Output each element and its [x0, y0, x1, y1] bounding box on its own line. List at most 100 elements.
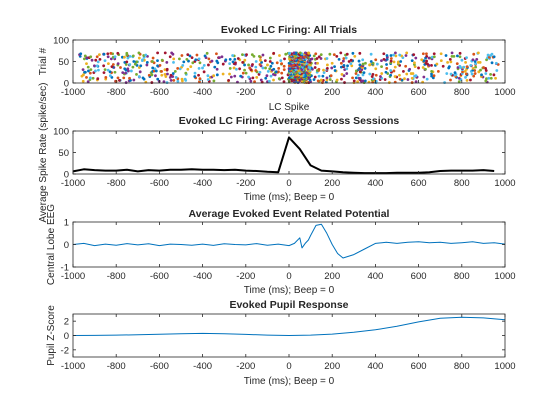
spike-dot — [312, 54, 316, 58]
x-tick-label: -400 — [193, 87, 212, 98]
spike-dot — [206, 74, 210, 78]
spike-dot — [494, 61, 498, 65]
spike-dot — [158, 63, 162, 67]
spike-dot — [103, 59, 107, 63]
spike-dot — [328, 52, 332, 56]
y-axis-label: Average Spike Rate (spike/sec) — [38, 83, 49, 223]
spike-dot — [470, 72, 474, 76]
spike-dot — [228, 72, 231, 76]
spike-dot — [238, 67, 242, 71]
spike-dot — [385, 66, 389, 70]
spike-dot — [277, 77, 281, 81]
spike-dot — [464, 72, 468, 76]
x-tick-label: 800 — [454, 87, 470, 98]
spike-dot — [278, 54, 281, 57]
spike-dot — [257, 54, 261, 58]
y-tick-label: -2 — [61, 345, 69, 356]
spike-dot — [356, 73, 360, 77]
spike-dot — [172, 60, 175, 64]
spike-dot — [110, 65, 114, 69]
spike-dot — [408, 67, 412, 71]
spike-dot — [169, 73, 173, 77]
spike-dot — [233, 57, 237, 61]
spike-dot — [330, 66, 334, 70]
x-axis-label: Time (ms); Beep = 0 — [244, 285, 335, 296]
spike-dot — [172, 57, 176, 61]
spike-dot — [287, 51, 291, 55]
spike-dot — [342, 63, 346, 67]
x-axis-label: Time (ms); Beep = 0 — [244, 376, 335, 387]
spike-dot — [171, 72, 175, 75]
panel-average-spike-rate: Evoked LC Firing: Average Across Session… — [38, 83, 516, 223]
spike-dot — [174, 76, 178, 79]
spike-dot — [357, 59, 361, 63]
x-tick-label: -600 — [150, 87, 169, 98]
spike-dot — [137, 51, 141, 55]
plot-area — [78, 51, 500, 84]
spike-dot — [321, 74, 325, 78]
spike-dot — [465, 56, 468, 60]
spike-dot — [332, 53, 336, 57]
spike-dot — [420, 58, 424, 62]
spike-dot — [239, 74, 243, 78]
spike-dot — [363, 66, 367, 70]
spike-dot — [96, 60, 100, 64]
spike-dot — [102, 52, 106, 56]
spike-dot — [450, 54, 454, 58]
y-tick-label: 100 — [53, 36, 69, 47]
spike-dot — [182, 60, 186, 64]
spike-dot — [247, 63, 250, 67]
x-tick-label: -800 — [107, 361, 126, 372]
spike-dot — [86, 80, 90, 84]
spike-dot — [203, 54, 207, 58]
spike-dot — [387, 81, 391, 84]
spike-dot — [361, 62, 365, 66]
y-tick-label: 0 — [64, 331, 69, 342]
spike-dot — [156, 64, 159, 68]
spike-dot — [333, 69, 337, 72]
spike-dot — [135, 73, 138, 76]
plot-area — [72, 223, 506, 259]
spike-dot — [494, 76, 497, 80]
spike-dot — [254, 65, 258, 69]
spike-dot — [425, 77, 429, 81]
spike-dot — [413, 65, 417, 69]
spike-dot — [485, 77, 488, 81]
spike-dot — [472, 74, 476, 78]
spike-dot — [432, 52, 436, 56]
spike-dot — [412, 53, 416, 57]
spike-dot — [145, 63, 149, 67]
x-tick-label: 0 — [286, 178, 291, 189]
spike-dot — [430, 63, 433, 67]
x-tick-label: -1000 — [61, 87, 85, 98]
x-axis-label: Time (ms); Beep = 0 — [244, 192, 335, 203]
spike-dot — [319, 53, 323, 57]
spike-dot — [430, 74, 434, 78]
x-tick-label: -400 — [193, 178, 212, 189]
spike-dot — [274, 70, 278, 74]
spike-dot — [113, 70, 117, 74]
spike-dot — [251, 63, 254, 66]
spike-dot — [243, 58, 247, 62]
spike-dot — [156, 77, 160, 81]
spike-dot — [258, 70, 262, 74]
spike-dot — [389, 73, 393, 77]
spike-dot — [92, 64, 96, 68]
spike-dot — [165, 67, 169, 71]
spike-dot — [303, 51, 307, 55]
spike-dot — [430, 69, 434, 73]
spike-dot — [385, 57, 389, 61]
spike-dot — [425, 59, 428, 63]
spike-dot — [259, 78, 263, 82]
spike-dot — [94, 58, 98, 62]
spike-dot — [87, 69, 90, 73]
spike-dot — [248, 66, 252, 70]
spike-dot — [266, 69, 270, 73]
spike-dot — [258, 63, 262, 66]
x-tick-label: -200 — [236, 271, 255, 282]
spike-dot — [477, 70, 481, 74]
x-tick-label: 0 — [286, 271, 291, 282]
spike-dot — [385, 63, 388, 66]
spike-dot — [183, 77, 187, 81]
spike-dot — [125, 60, 129, 64]
